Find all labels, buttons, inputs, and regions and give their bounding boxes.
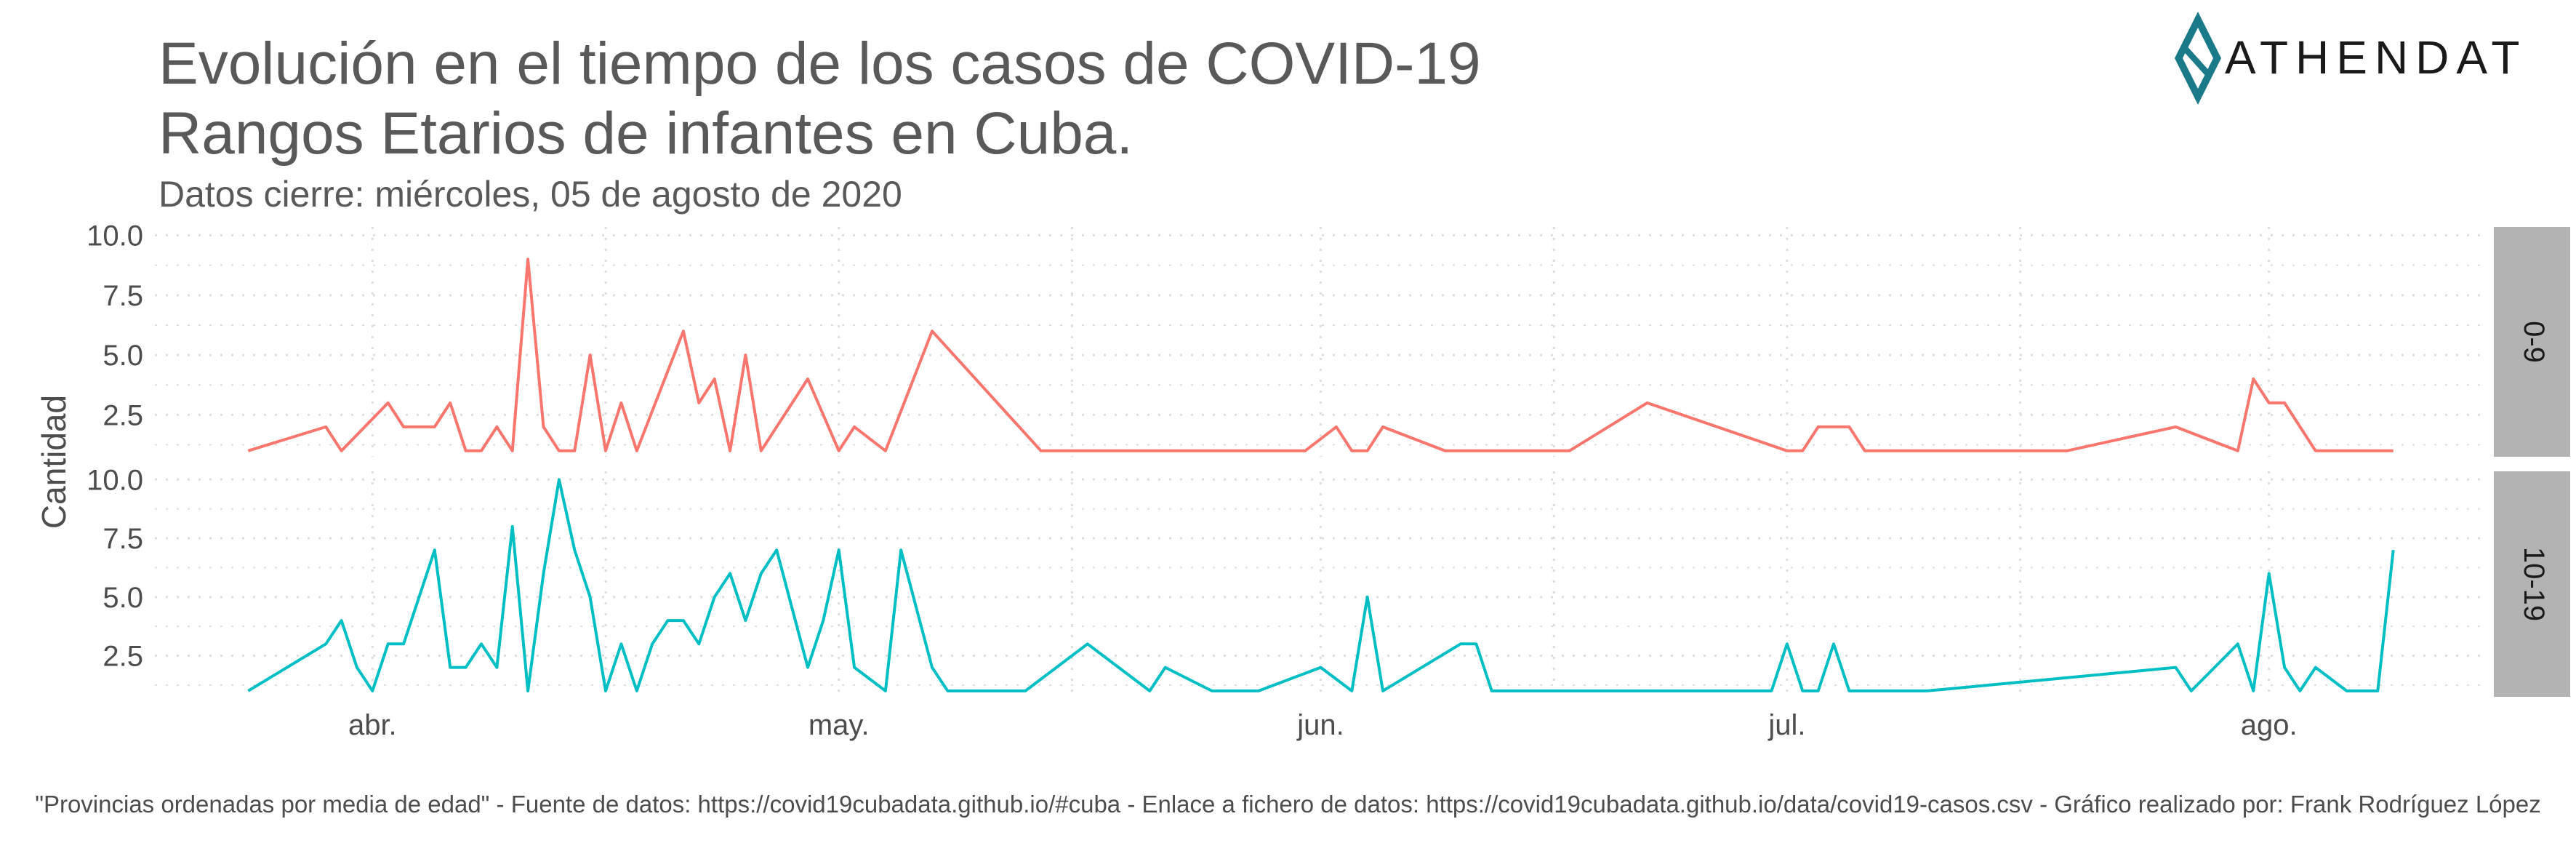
line-chart: 2.5 5.0 7.5 10.0 0-9 2.5 5.0 7.5 10.0 10-19 abr. ma…	[35, 220, 2570, 741]
athendat-logo-mark	[2175, 12, 2221, 105]
facet-strip-label: 0-9	[2518, 321, 2550, 363]
x-tick-label: jun.	[1296, 709, 1344, 741]
x-tick-label: ago.	[2241, 709, 2298, 741]
y-tick-label: 7.5	[103, 280, 143, 312]
y-tick-label: 5.0	[103, 582, 143, 614]
y-tick-label: 2.5	[103, 640, 143, 672]
y-axis-title: Cantidad	[35, 395, 73, 529]
series-line-0-9	[247, 257, 2394, 452]
x-tick-label: may.	[808, 709, 870, 741]
y-tick-label: 5.0	[103, 340, 143, 372]
y-tick-label: 7.5	[103, 523, 143, 555]
chart-caption: "Provincias ordenadas por media de edad"…	[35, 791, 2541, 818]
athendat-logo-text: ATHENDAT	[2225, 31, 2527, 84]
chart-title: Evolución en el tiempo de los casos de C…	[159, 29, 1481, 169]
facet-strip-label: 10-19	[2518, 547, 2550, 621]
chart-subtitle: Datos cierre: miércoles, 05 de agosto de…	[159, 174, 902, 215]
y-tick-label: 2.5	[103, 399, 143, 431]
y-tick-label: 10.0	[87, 464, 143, 496]
series-line-10-19	[247, 478, 2395, 692]
athendat-logo	[2175, 12, 2221, 105]
x-tick-label: jul.	[1768, 709, 1805, 741]
chart-title-line1: Evolución en el tiempo de los casos de C…	[159, 31, 1481, 97]
facet-strip	[2494, 471, 2570, 697]
chart-title-line2: Rangos Etarios de infantes en Cuba.	[159, 100, 1133, 167]
y-tick-label: 10.0	[87, 220, 143, 252]
x-tick-label: abr.	[348, 709, 397, 741]
facet-strip	[2494, 227, 2570, 457]
